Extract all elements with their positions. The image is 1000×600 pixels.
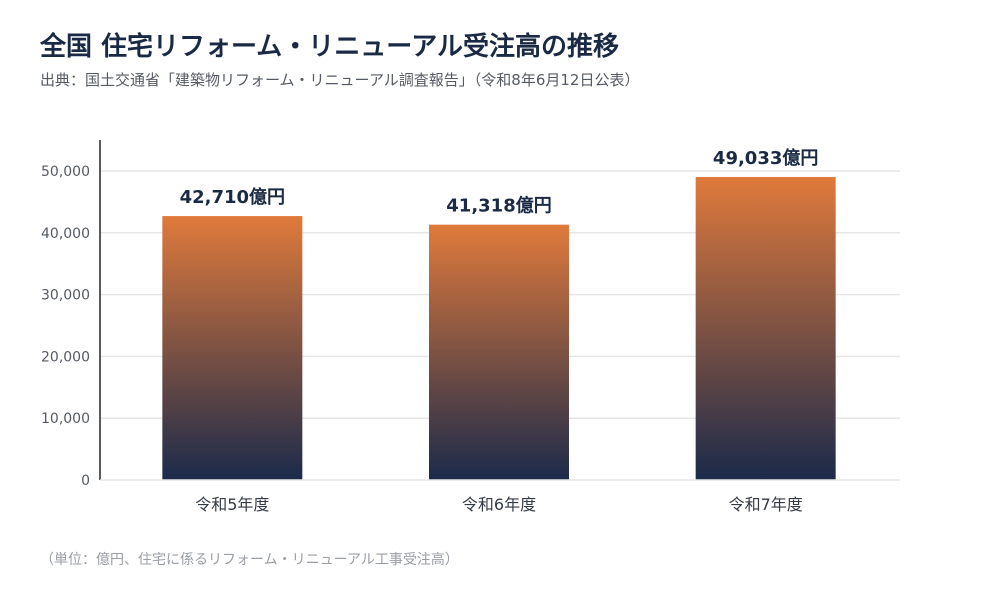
- y-tick-label: 30,000: [41, 288, 90, 304]
- bar-value-label: 42,710億円: [180, 186, 285, 208]
- bar-value-label: 49,033億円: [713, 147, 818, 169]
- chart-source: 出典：国土交通省「建築物リフォーム・リニューアル調査報告」（令和8年6月12日公…: [40, 71, 640, 89]
- bar-1: [162, 216, 303, 481]
- bar-3: [695, 176, 836, 480]
- y-tick-label: 50,000: [41, 164, 90, 180]
- unit-note: （単位：億円、住宅に係るリフォーム・リニューアル工事受注高）: [40, 552, 459, 568]
- bar-2: [429, 224, 569, 480]
- bar-value-label: 41,318億円: [446, 195, 551, 217]
- x-category-label: 令和6年度: [462, 495, 536, 514]
- y-tick-label: 20,000: [41, 349, 90, 365]
- chart-title: 全国 住宅リフォーム・リニューアル受注高の推移: [40, 32, 619, 62]
- y-tick-label: 0: [81, 473, 90, 489]
- y-tick-label: 40,000: [41, 226, 90, 242]
- y-tick-label: 10,000: [41, 411, 90, 427]
- x-category-label: 令和7年度: [729, 495, 803, 514]
- x-category-label: 令和5年度: [195, 495, 269, 514]
